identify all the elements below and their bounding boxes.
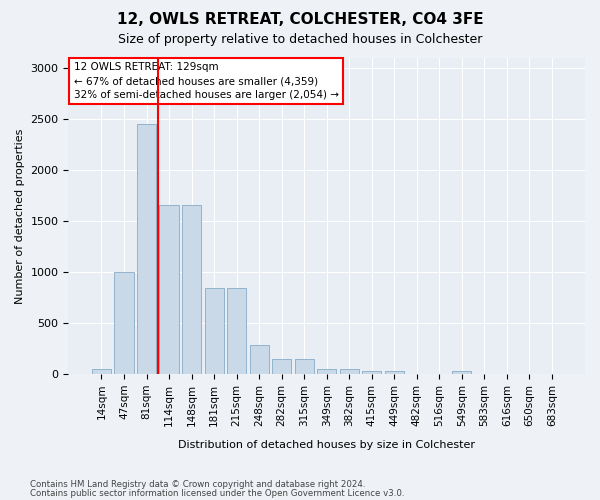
Text: Contains HM Land Registry data © Crown copyright and database right 2024.: Contains HM Land Registry data © Crown c… bbox=[30, 480, 365, 489]
X-axis label: Distribution of detached houses by size in Colchester: Distribution of detached houses by size … bbox=[178, 440, 475, 450]
Bar bbox=[362, 371, 382, 374]
Text: Size of property relative to detached houses in Colchester: Size of property relative to detached ho… bbox=[118, 32, 482, 46]
Bar bbox=[92, 368, 111, 374]
Y-axis label: Number of detached properties: Number of detached properties bbox=[15, 128, 25, 304]
Bar bbox=[227, 288, 246, 374]
Bar bbox=[205, 288, 224, 374]
Bar bbox=[182, 204, 201, 374]
Bar bbox=[272, 360, 291, 374]
Bar bbox=[250, 344, 269, 374]
Text: 12, OWLS RETREAT, COLCHESTER, CO4 3FE: 12, OWLS RETREAT, COLCHESTER, CO4 3FE bbox=[116, 12, 484, 28]
Text: 12 OWLS RETREAT: 129sqm
← 67% of detached houses are smaller (4,359)
32% of semi: 12 OWLS RETREAT: 129sqm ← 67% of detache… bbox=[74, 62, 338, 100]
Bar bbox=[295, 360, 314, 374]
Bar bbox=[137, 124, 156, 374]
Bar bbox=[115, 272, 134, 374]
Bar bbox=[385, 371, 404, 374]
Text: Contains public sector information licensed under the Open Government Licence v3: Contains public sector information licen… bbox=[30, 490, 404, 498]
Bar bbox=[452, 371, 472, 374]
Bar bbox=[340, 368, 359, 374]
Bar bbox=[317, 368, 336, 374]
Bar bbox=[160, 204, 179, 374]
